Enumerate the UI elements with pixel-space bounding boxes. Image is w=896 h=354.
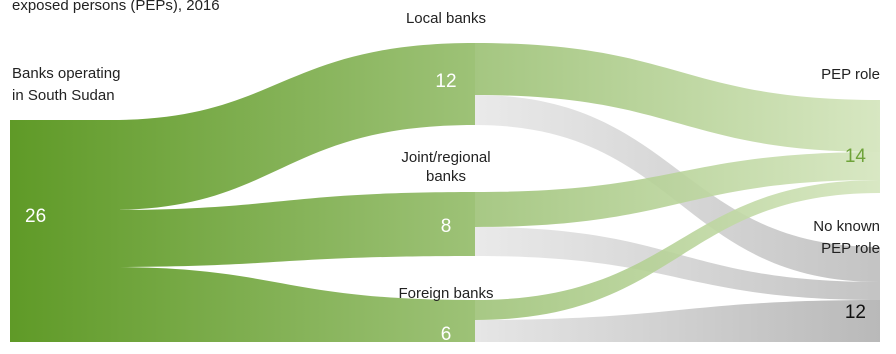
foreign-banks-label: Foreign banks [398, 285, 493, 302]
pep-role-value: 14 [845, 146, 867, 167]
foreign-banks-value: 6 [441, 324, 452, 345]
no-pep-value: 12 [845, 302, 866, 323]
flow-source-to-joint [110, 192, 475, 267]
no-pep-label-line1: No known [813, 218, 880, 235]
joint-banks-label-line2: banks [426, 168, 466, 185]
no-pep-label-line2: PEP role [821, 240, 880, 257]
flow-joint-to-nopep [475, 227, 880, 300]
local-banks-value: 12 [435, 71, 456, 92]
source-node [10, 120, 120, 342]
flow-foreign-to-nopep [475, 300, 880, 342]
source-label-line1: Banks operating [12, 65, 120, 82]
joint-banks-value: 8 [441, 216, 452, 237]
flow-foreign-to-pep [475, 180, 880, 320]
flow-joint-to-pep [475, 152, 880, 227]
flow-local-to-pep [475, 43, 880, 152]
source-label-line2: in South Sudan [12, 87, 115, 104]
chart-title-partial: exposed persons (PEPs), 2016 [12, 0, 220, 14]
source-value: 26 [25, 206, 46, 227]
joint-banks-label-line1: Joint/regional [401, 149, 490, 166]
pep-role-label: PEP role [821, 66, 880, 83]
flow-source-to-foreign [110, 267, 475, 342]
local-banks-label: Local banks [406, 10, 486, 27]
flow-source-to-local [110, 43, 475, 210]
